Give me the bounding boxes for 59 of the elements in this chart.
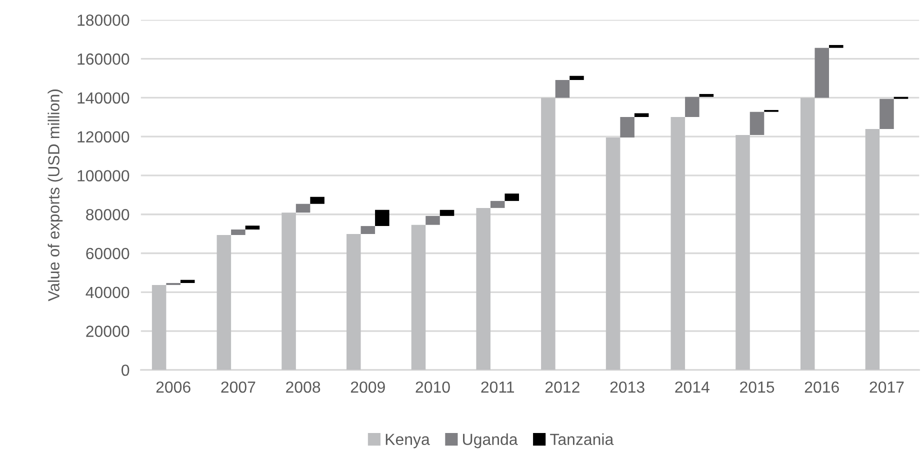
y-tick-label: 100000: [78, 170, 130, 182]
y-axis-title: Value of exports (USD million): [48, 90, 63, 302]
bar: [685, 96, 700, 117]
bar: [670, 116, 686, 370]
bar: [865, 129, 880, 370]
bar: [829, 44, 844, 48]
x-tick-label: 2013: [610, 381, 644, 393]
y-tick-label: 20000: [86, 326, 130, 337]
bar: [360, 226, 376, 234]
y-tick-label: 80000: [86, 209, 130, 220]
x-tick-label: 2012: [546, 381, 580, 393]
bar: [541, 98, 556, 370]
bar: [570, 76, 584, 80]
bar: [750, 112, 764, 136]
bar: [880, 98, 894, 129]
bar: [180, 280, 195, 284]
bar: [411, 224, 426, 370]
bar: [634, 113, 649, 117]
bar: [504, 194, 520, 201]
bar: [440, 210, 454, 216]
bar: [245, 226, 260, 230]
legend-label: Kenya: [386, 434, 430, 448]
bar: [375, 210, 390, 226]
bar: [346, 234, 361, 370]
x-tick-label: 2010: [416, 381, 450, 393]
x-tick-label: 2006: [156, 381, 190, 393]
bar: [490, 200, 505, 208]
x-tick-label: 2016: [804, 381, 839, 393]
y-tick-label: 40000: [86, 286, 130, 298]
x-tick-label: 2011: [481, 381, 514, 393]
x-tick-label: 2014: [675, 381, 710, 393]
bar: [814, 48, 830, 98]
y-tick-label: 60000: [86, 248, 130, 260]
y-tick-label: 180000: [78, 14, 130, 26]
x-tick-label: 2015: [740, 381, 774, 393]
legend-label: Tanzania: [550, 433, 614, 446]
bar: [699, 94, 714, 97]
bar: [282, 212, 296, 370]
y-tick-label: 140000: [78, 92, 130, 104]
bar: [606, 138, 620, 370]
bar: [555, 80, 570, 98]
x-tick-label: 2017: [870, 381, 904, 393]
y-tick-label: 0: [122, 364, 130, 376]
bar: [736, 135, 750, 370]
bar: [620, 116, 634, 138]
bar: [310, 196, 324, 204]
x-tick-label: 2009: [350, 381, 385, 393]
y-tick-label: 120000: [78, 131, 130, 143]
x-tick-label: 2007: [221, 381, 256, 393]
bar: [800, 98, 815, 370]
legend-label: Uganda: [463, 433, 518, 448]
bar: [476, 208, 490, 370]
y-tick-label: 160000: [78, 53, 130, 65]
bar: [216, 234, 232, 370]
bar: [296, 204, 310, 213]
bar: [152, 284, 166, 370]
bar: [426, 216, 440, 225]
x-tick-label: 2008: [286, 381, 320, 393]
bar: [231, 230, 246, 235]
